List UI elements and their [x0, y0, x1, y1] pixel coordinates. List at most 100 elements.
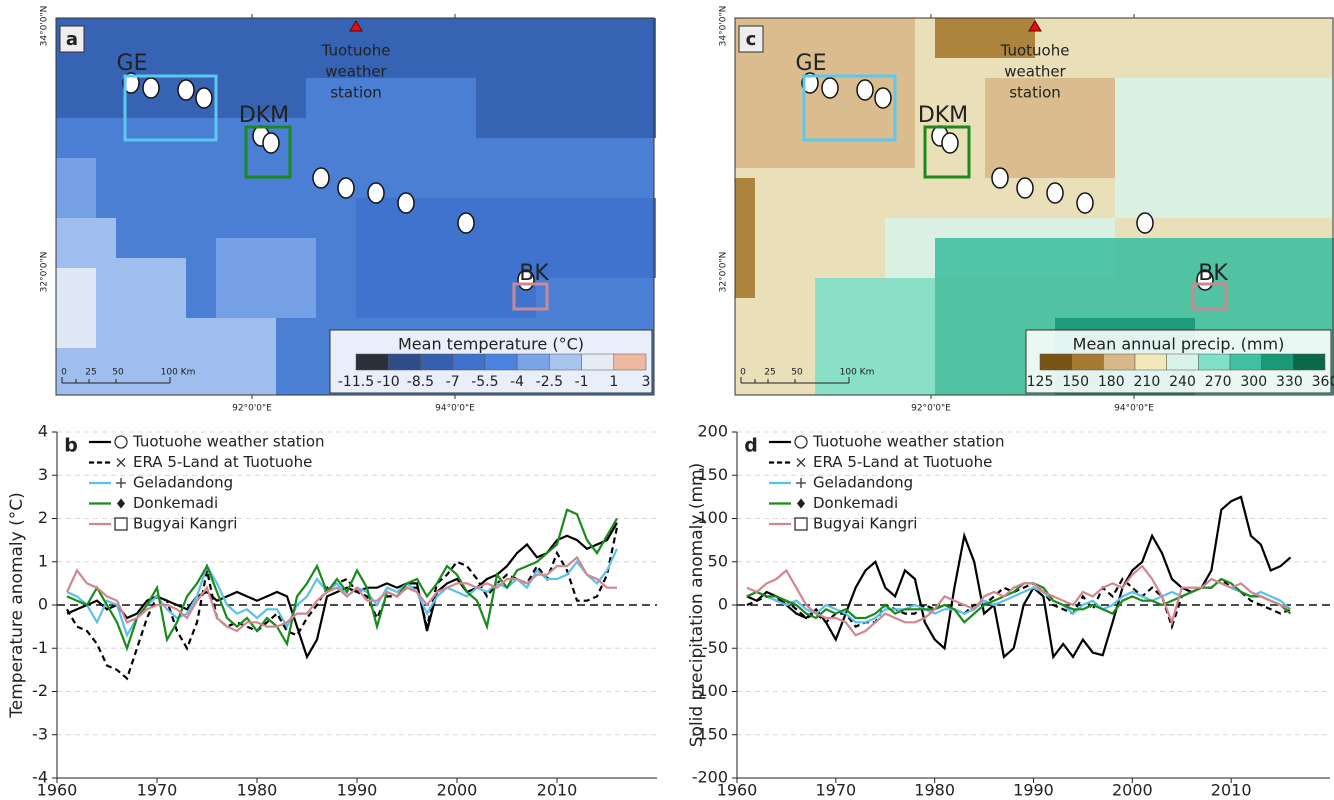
lat-label: 34°0'0"N	[719, 6, 729, 47]
x-tick-label: 1960	[37, 781, 78, 800]
legend-swatch	[356, 354, 388, 370]
legend-label: -11.5	[338, 374, 374, 390]
legend-marker	[117, 459, 125, 467]
lon-label: 94°0'0"E	[435, 404, 475, 414]
legend-label: Bugyai Kangri	[813, 515, 917, 533]
legend-label: Geladandong	[813, 474, 913, 492]
legend-swatch	[485, 354, 517, 370]
legend-swatch	[582, 354, 614, 370]
region-label: GE	[117, 51, 148, 76]
glacier	[263, 133, 279, 153]
glacier	[368, 183, 384, 203]
legend-title: Mean annual precip. (mm)	[1073, 335, 1285, 354]
legend-label: ERA 5-Land at Tuotuohe	[133, 453, 312, 471]
figure: GEDKMBKTuotuoheweatherstationa02550100 K…	[0, 0, 1334, 800]
legend-swatch	[420, 354, 452, 370]
glacier	[1077, 193, 1093, 213]
y-axis-title: Temperature anomaly (°C)	[7, 492, 27, 718]
legend-label: 180	[1098, 374, 1125, 390]
legend-swatch	[517, 354, 549, 370]
glacier	[942, 133, 958, 153]
x-tick-label: 1990	[337, 781, 378, 800]
region-label: DKM	[918, 103, 968, 128]
legend-label: -2.5	[536, 374, 563, 390]
legend-label: -7	[446, 374, 460, 390]
lat-label: 34°0'0"N	[40, 6, 50, 47]
legend-swatch	[1072, 354, 1104, 370]
region-label: GE	[796, 51, 827, 76]
legend-swatch	[388, 354, 420, 370]
panel-label: a	[66, 29, 78, 50]
x-tick-label: 2000	[437, 781, 478, 800]
glacier	[857, 80, 873, 100]
y-axis-title: Solid precipitation anomaly (mm)	[687, 463, 707, 747]
y-tick-label: -3	[32, 724, 48, 743]
legend-swatch	[1198, 354, 1230, 370]
legend-label: 240	[1169, 374, 1196, 390]
x-tick-label: 1960	[717, 781, 758, 800]
legend-marker	[795, 518, 807, 530]
y-tick-label: 0	[718, 595, 728, 614]
glacier	[196, 88, 212, 108]
y-tick-label: 2	[38, 508, 48, 527]
glacier	[1137, 213, 1153, 233]
legend-swatch	[1040, 354, 1072, 370]
x-tick-label: 2010	[537, 781, 578, 800]
legend-marker	[115, 518, 127, 530]
panel-label: b	[64, 435, 78, 457]
legend-label: -5.5	[471, 374, 498, 390]
scale-label: 50	[791, 368, 803, 378]
legend-label: 150	[1062, 374, 1089, 390]
y-tick-label: 1	[38, 551, 48, 570]
legend-swatch	[1293, 354, 1325, 370]
legend-label: 3	[642, 374, 651, 390]
legend-marker	[116, 478, 126, 488]
legend-label: 270	[1205, 374, 1232, 390]
glacier	[875, 88, 891, 108]
region-label: BK	[1198, 261, 1228, 286]
y-tick-label: 50	[708, 551, 728, 570]
legend-swatch	[1103, 354, 1135, 370]
y-tick-label: 0	[38, 595, 48, 614]
legend-label: 330	[1276, 374, 1303, 390]
legend-label: Donkemadi	[133, 494, 218, 512]
legend-label: 210	[1134, 374, 1161, 390]
legend-label: ERA 5-Land at Tuotuohe	[813, 453, 992, 471]
legend-label: -8.5	[407, 374, 434, 390]
scale-label: 25	[764, 368, 775, 378]
legend-marker	[117, 499, 125, 509]
y-tick-label: -2	[32, 681, 48, 700]
lon-label: 92°0'0"E	[911, 404, 951, 414]
lat-label: 32°0'0"N	[719, 252, 729, 293]
scale-label: 25	[85, 368, 96, 378]
lon-label: 92°0'0"E	[232, 404, 272, 414]
panel-label: c	[746, 29, 757, 50]
glacier	[1047, 183, 1063, 203]
station-label: station	[330, 84, 382, 102]
legend-label: 125	[1027, 374, 1054, 390]
legend-swatch	[1230, 354, 1262, 370]
legend-marker	[796, 478, 806, 488]
legend-marker	[795, 436, 807, 448]
scale-label: 100 Km	[840, 368, 875, 378]
station-label: station	[1009, 84, 1061, 102]
region-label: DKM	[239, 103, 289, 128]
glacier	[178, 80, 194, 100]
legend-swatch	[1262, 354, 1294, 370]
glacier	[313, 168, 329, 188]
x-tick-label: 2000	[1112, 781, 1153, 800]
legend-swatch	[453, 354, 485, 370]
map-region	[815, 278, 935, 395]
scale-label: 100 Km	[161, 368, 196, 378]
glacier	[458, 213, 474, 233]
lat-label: 32°0'0"N	[40, 252, 50, 293]
x-tick-label: 1990	[1013, 781, 1054, 800]
legend-label: 300	[1240, 374, 1267, 390]
legend-label: Tuotuohe weather station	[812, 433, 1005, 451]
legend-label: 360	[1312, 374, 1334, 390]
y-tick-label: 4	[38, 422, 48, 441]
legend-label: -1	[575, 374, 589, 390]
legend-label: -10	[377, 374, 400, 390]
